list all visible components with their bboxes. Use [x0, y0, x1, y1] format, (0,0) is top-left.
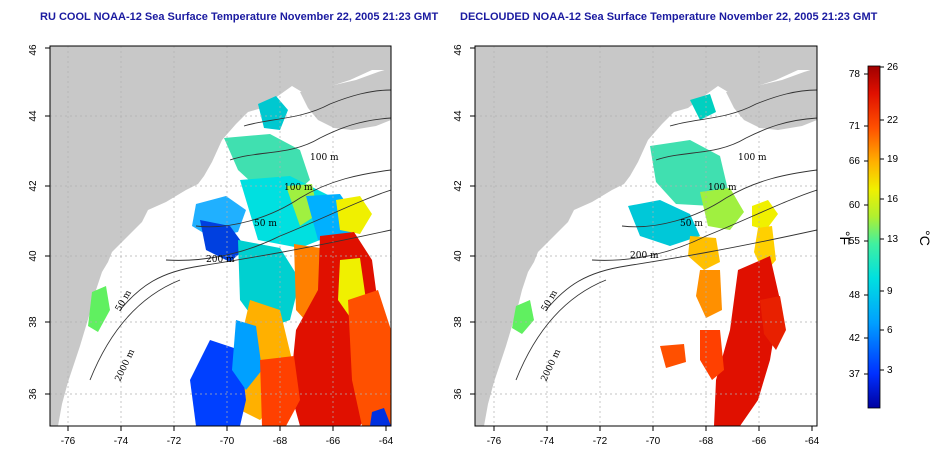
svg-text:19: 19 [887, 154, 899, 165]
temperature-colorbar: 78 71 66 60 55 48 42 37 26 22 19 16 13 9… [837, 62, 933, 409]
svg-text:-74: -74 [540, 436, 555, 447]
right-depth-contours [515, 89, 817, 381]
svg-text:42: 42 [849, 333, 861, 344]
fahrenheit-tick-labels: 78 71 66 60 55 48 42 37 [849, 69, 861, 380]
svg-text:48: 48 [849, 290, 861, 301]
right-map-frame [474, 45, 818, 427]
svg-text:-72: -72 [167, 436, 182, 447]
svg-text:13: 13 [887, 234, 899, 245]
svg-text:55: 55 [849, 236, 861, 247]
right-sst-map[interactable]: 100 m 100 m 50 m 200 m 50 m 2000 m [475, 46, 817, 426]
colorbar-gradient [867, 65, 881, 409]
sst-pixels [88, 96, 391, 426]
land-mass [475, 46, 817, 426]
svg-text:42: 42 [453, 180, 464, 192]
svg-text:6: 6 [887, 325, 893, 336]
svg-text:-68: -68 [699, 436, 714, 447]
svg-text:66: 66 [849, 156, 861, 167]
svg-text:100 m: 100 m [310, 153, 339, 163]
svg-text:60: 60 [849, 200, 861, 211]
right-y-tick-labels: 36 38 40 42 44 46 [453, 44, 464, 400]
celsius-tick-labels: 26 22 19 16 13 9 6 3 [887, 62, 899, 376]
svg-text:-76: -76 [487, 436, 502, 447]
svg-text:100 m: 100 m [708, 183, 737, 193]
svg-text:-68: -68 [273, 436, 288, 447]
svg-text:-74: -74 [114, 436, 129, 447]
svg-text:-76: -76 [61, 436, 76, 447]
svg-text:38: 38 [28, 316, 39, 328]
svg-text:37: 37 [849, 369, 861, 380]
svg-text:-64: -64 [805, 436, 820, 447]
svg-text:100 m: 100 m [284, 183, 313, 193]
svg-text:40: 40 [28, 250, 39, 262]
right-map-title: DECLOUDED NOAA-12 Sea Surface Temperatur… [460, 11, 878, 23]
right-graticule [475, 46, 817, 426]
svg-text:44: 44 [28, 110, 39, 122]
svg-text:42: 42 [28, 180, 39, 192]
left-x-tick-labels: -76 -74 -72 -70 -68 -66 -64 [61, 436, 394, 447]
svg-text:26: 26 [887, 62, 899, 73]
svg-text:100 m: 100 m [738, 153, 767, 163]
svg-text:36: 36 [28, 388, 39, 400]
svg-text:46: 46 [28, 44, 39, 56]
svg-text:36: 36 [453, 388, 464, 400]
nova-scotia [726, 68, 817, 130]
svg-text:44: 44 [453, 110, 464, 122]
svg-text:-70: -70 [646, 436, 661, 447]
svg-text:78: 78 [849, 69, 861, 80]
svg-text:50 m: 50 m [254, 219, 277, 229]
right-x-tick-labels: -76 -74 -72 -70 -68 -66 -64 [487, 436, 820, 447]
svg-text:50 m: 50 m [680, 219, 703, 229]
svg-text:22: 22 [887, 115, 899, 126]
left-y-tick-labels: 36 38 40 42 44 46 [28, 44, 39, 400]
svg-text:-64: -64 [379, 436, 394, 447]
svg-text:9: 9 [887, 286, 893, 297]
celsius-unit-label: °C [917, 230, 933, 246]
svg-text:-66: -66 [326, 436, 341, 447]
left-map-title: RU COOL NOAA-12 Sea Surface Temperature … [40, 11, 439, 23]
svg-text:46: 46 [453, 44, 464, 56]
svg-text:200 m: 200 m [630, 251, 659, 261]
svg-text:200 m: 200 m [206, 255, 235, 265]
right-x-axis [493, 426, 813, 431]
svg-text:3: 3 [887, 365, 893, 376]
svg-text:-72: -72 [593, 436, 608, 447]
nova-scotia [300, 68, 391, 130]
left-map-frame [49, 45, 392, 427]
left-x-axis [67, 426, 387, 431]
svg-text:16: 16 [887, 194, 899, 205]
svg-text:71: 71 [849, 121, 861, 132]
left-y-axis [45, 47, 50, 395]
fahrenheit-unit-label: °F [837, 231, 853, 245]
svg-text:38: 38 [453, 316, 464, 328]
svg-text:40: 40 [453, 250, 464, 262]
svg-text:-66: -66 [752, 436, 767, 447]
left-sst-map[interactable]: 100 m 100 m 50 m 50 m 200 m 2000 m [50, 46, 391, 426]
svg-text:-70: -70 [220, 436, 235, 447]
land-mass [50, 46, 391, 426]
left-depth-contours [89, 89, 391, 381]
right-y-axis [470, 47, 475, 395]
